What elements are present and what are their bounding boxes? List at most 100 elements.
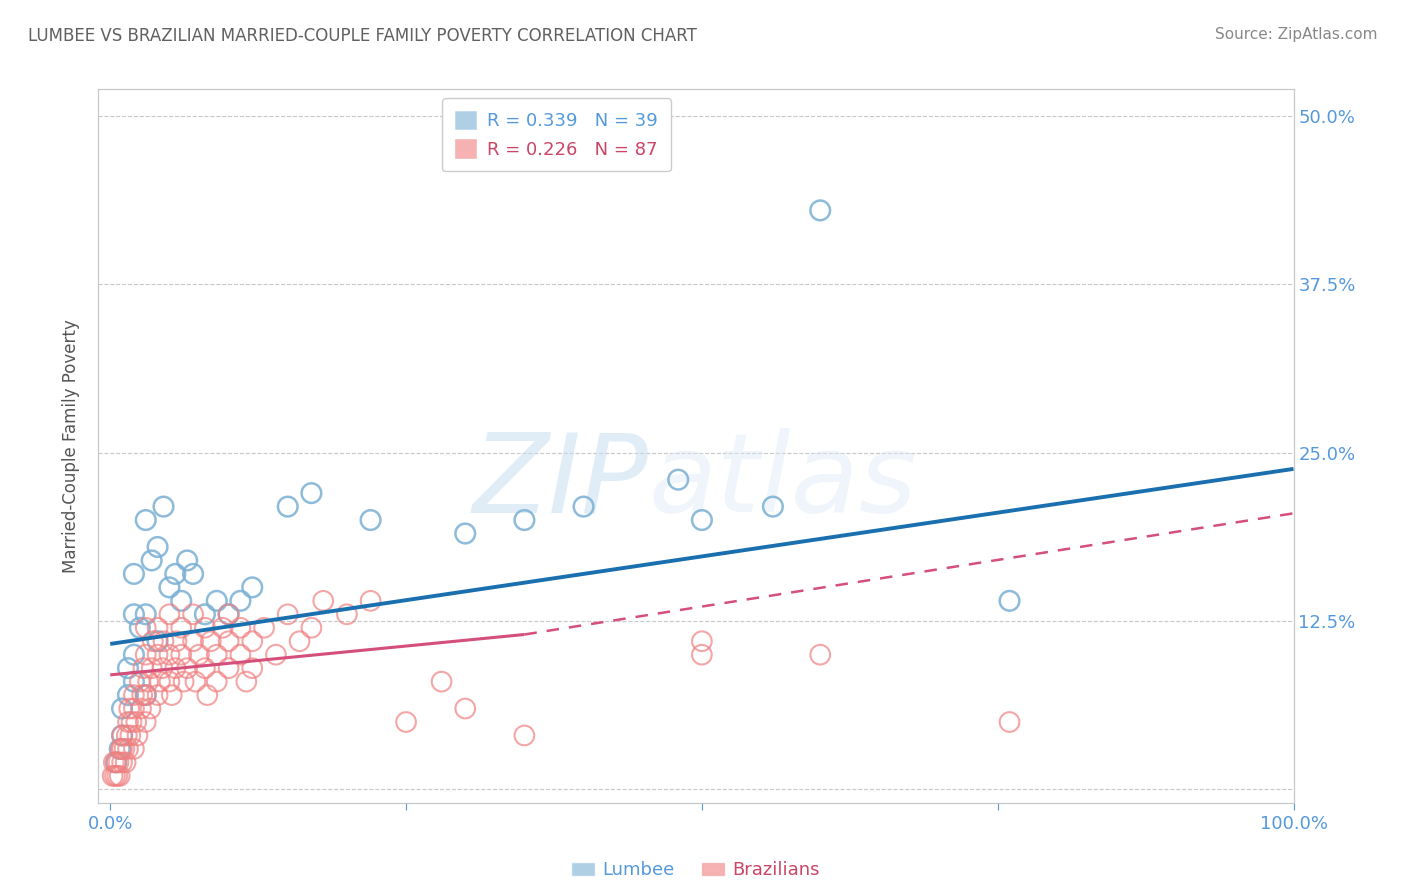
Point [218, 661, 240, 675]
Point [998, 714, 1021, 729]
Point [240, 580, 263, 594]
Point [513, 729, 536, 743]
Point [690, 513, 713, 527]
Point [129, 701, 152, 715]
Point [205, 648, 228, 662]
Point [104, 769, 127, 783]
Point [152, 500, 174, 514]
Y-axis label: Married-Couple Family Poverty: Married-Couple Family Poverty [62, 319, 80, 573]
Point [128, 621, 150, 635]
Point [114, 742, 136, 756]
Point [127, 729, 149, 743]
Point [205, 674, 228, 689]
Point [146, 688, 169, 702]
Point [141, 553, 163, 567]
Point [128, 674, 150, 689]
Point [111, 729, 134, 743]
Point [108, 769, 131, 783]
Point [122, 688, 145, 702]
Point [211, 621, 233, 635]
Point [176, 553, 198, 567]
Point [122, 648, 145, 662]
Point [135, 688, 157, 702]
Point [117, 714, 139, 729]
Point [218, 607, 240, 622]
Point [111, 701, 134, 715]
Point [146, 540, 169, 554]
Point [152, 634, 174, 648]
Point [454, 526, 477, 541]
Point [135, 688, 157, 702]
Point [103, 756, 125, 770]
Point [572, 500, 595, 514]
Point [194, 607, 217, 622]
Point [229, 594, 252, 608]
Text: ZIP: ZIP [472, 428, 648, 535]
Point [141, 661, 163, 675]
Point [111, 756, 134, 770]
Point [690, 648, 713, 662]
Point [150, 661, 173, 675]
Point [998, 594, 1021, 608]
Point [218, 634, 240, 648]
Point [264, 648, 287, 662]
Point [808, 648, 831, 662]
Point [173, 674, 195, 689]
Point [115, 729, 138, 743]
Point [142, 634, 165, 648]
Point [165, 661, 187, 675]
Point [117, 661, 139, 675]
Point [118, 701, 141, 715]
Point [135, 607, 157, 622]
Point [105, 756, 128, 770]
Point [513, 513, 536, 527]
Point [125, 714, 148, 729]
Point [157, 580, 180, 594]
Point [360, 594, 382, 608]
Text: Source: ZipAtlas.com: Source: ZipAtlas.com [1215, 27, 1378, 42]
Point [181, 607, 204, 622]
Point [181, 634, 204, 648]
Point [111, 742, 134, 756]
Point [131, 688, 153, 702]
Point [277, 500, 299, 514]
Point [240, 661, 263, 675]
Point [808, 203, 831, 218]
Text: LUMBEE VS BRAZILIAN MARRIED-COUPLE FAMILY POVERTY CORRELATION CHART: LUMBEE VS BRAZILIAN MARRIED-COUPLE FAMIL… [28, 27, 697, 45]
Point [120, 729, 142, 743]
Point [336, 607, 359, 622]
Point [299, 486, 322, 500]
Point [135, 513, 157, 527]
Point [135, 714, 157, 729]
Point [229, 648, 252, 662]
Point [146, 648, 169, 662]
Legend: Lumbee, Brazilians: Lumbee, Brazilians [565, 855, 827, 887]
Point [122, 566, 145, 581]
Point [195, 688, 218, 702]
Point [165, 566, 187, 581]
Point [122, 742, 145, 756]
Point [149, 674, 172, 689]
Point [117, 688, 139, 702]
Point [240, 634, 263, 648]
Point [157, 607, 180, 622]
Point [122, 701, 145, 715]
Point [288, 634, 311, 648]
Point [135, 648, 157, 662]
Point [107, 756, 129, 770]
Point [122, 674, 145, 689]
Point [146, 621, 169, 635]
Point [114, 756, 136, 770]
Point [360, 513, 382, 527]
Point [139, 701, 162, 715]
Point [762, 500, 785, 514]
Point [160, 688, 183, 702]
Point [194, 621, 217, 635]
Point [105, 769, 128, 783]
Point [312, 594, 335, 608]
Point [454, 701, 477, 715]
Point [430, 674, 453, 689]
Point [136, 674, 159, 689]
Point [299, 621, 322, 635]
Point [205, 594, 228, 608]
